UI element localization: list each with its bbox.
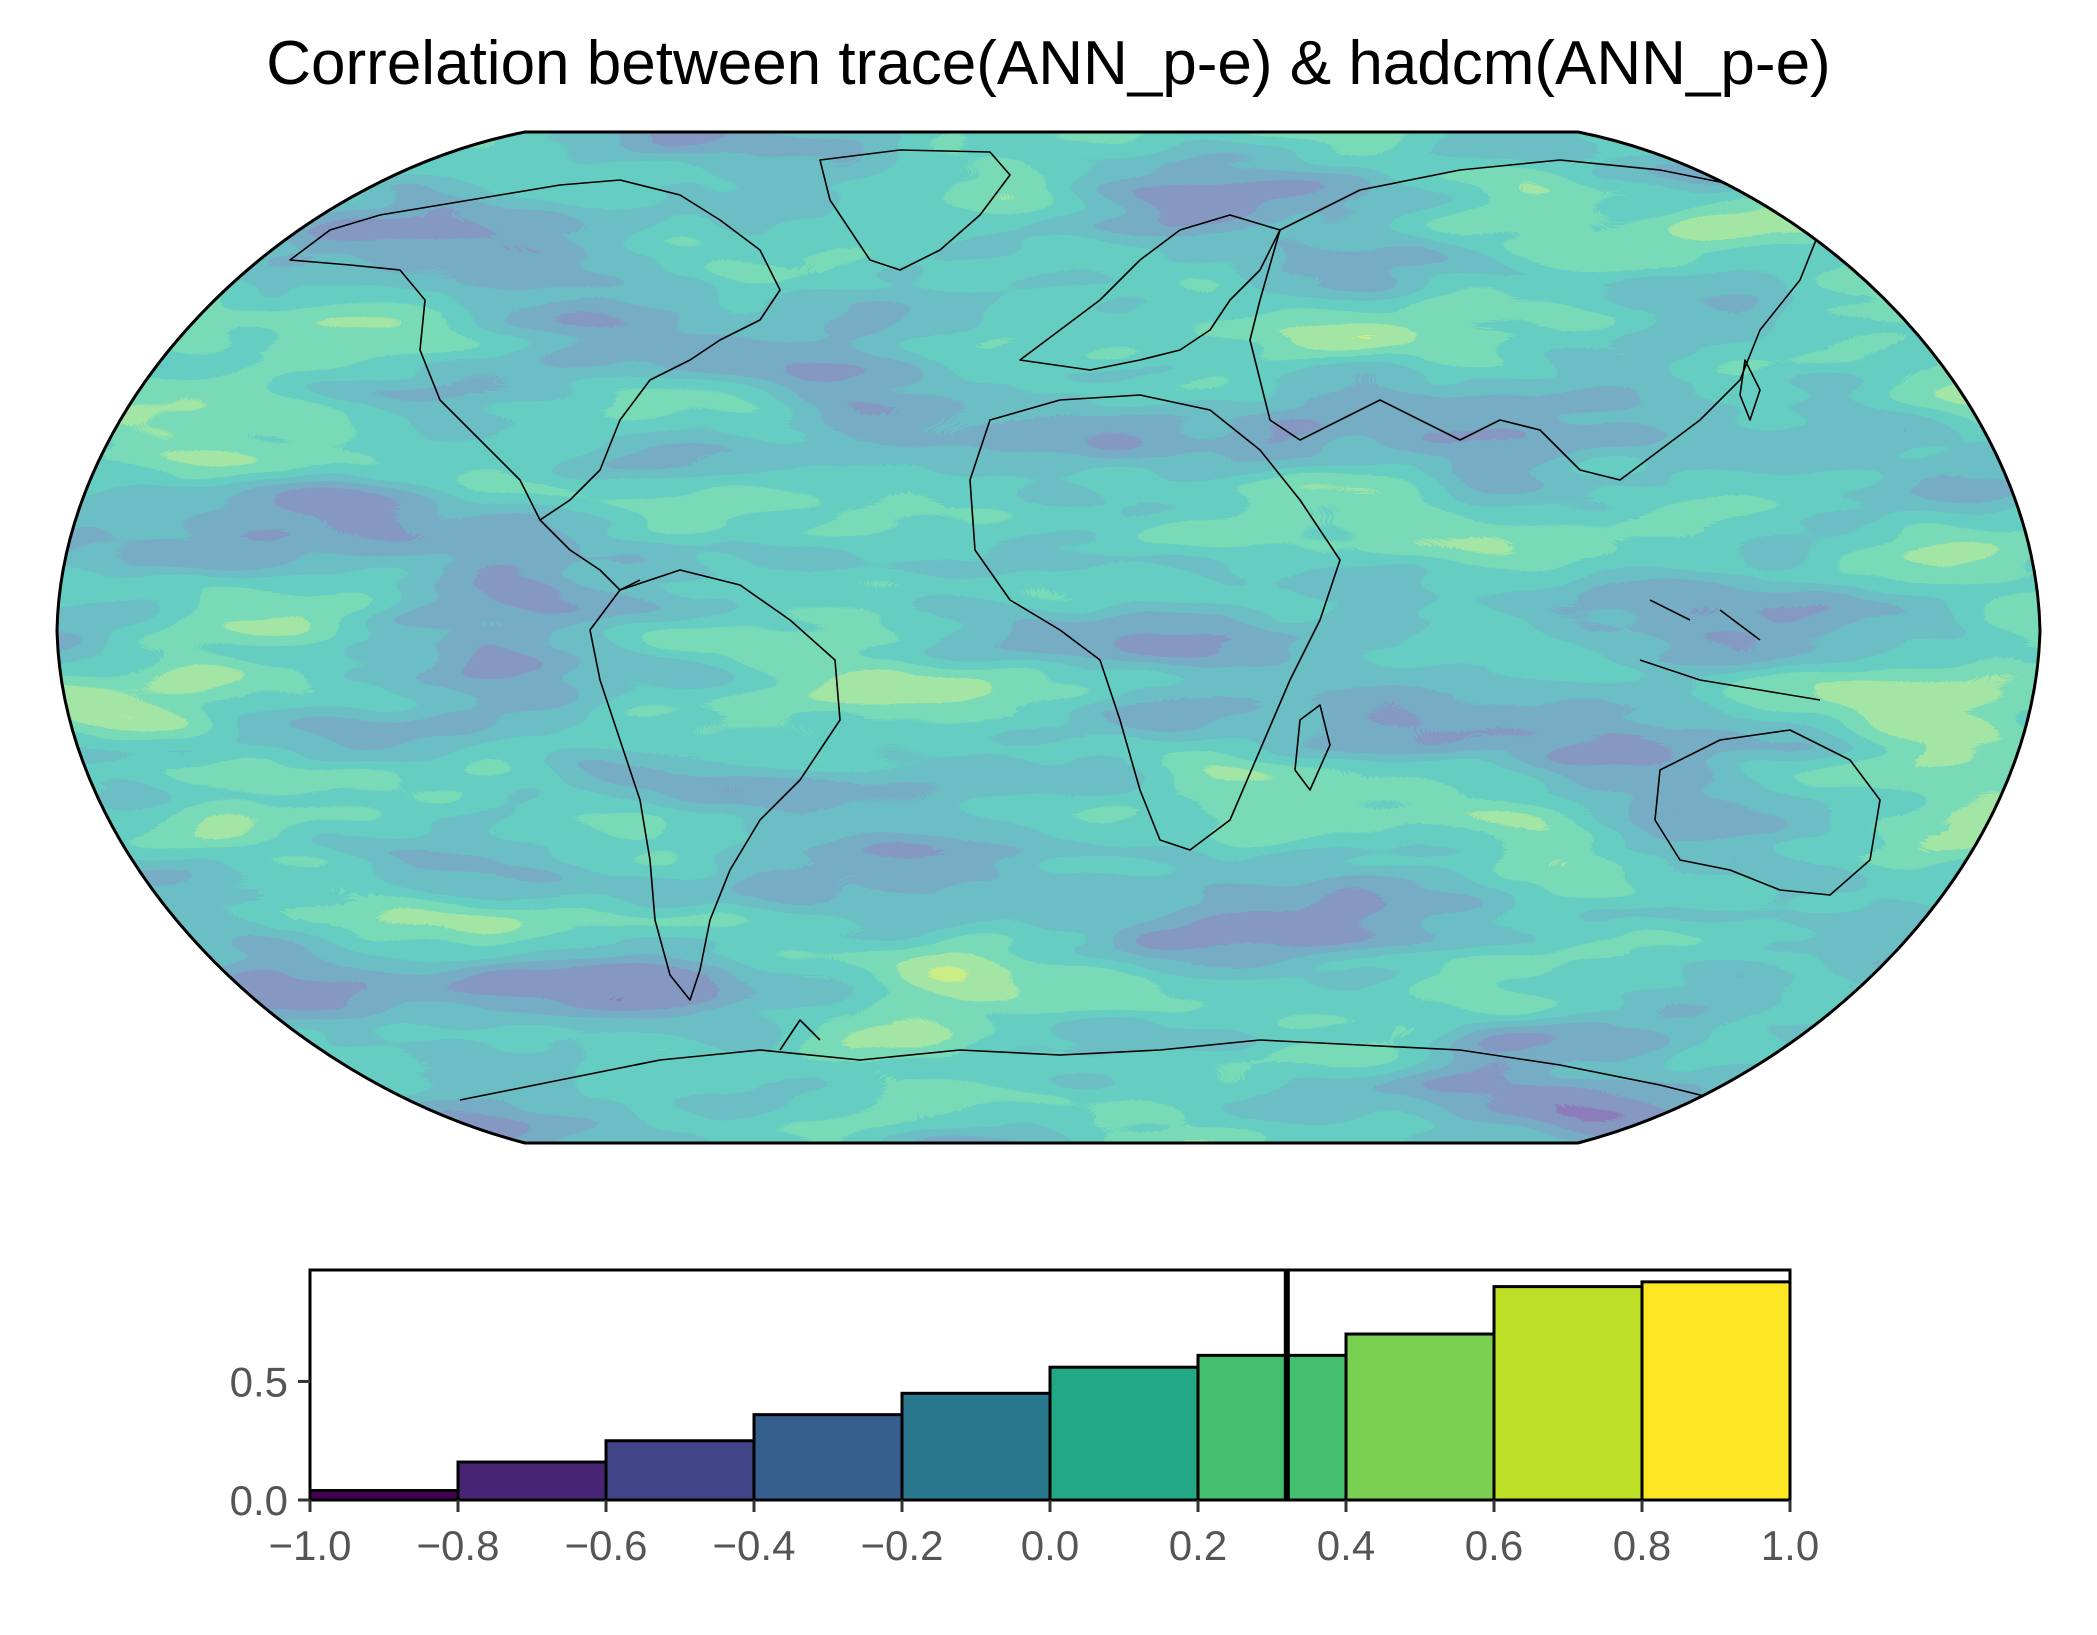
coastline-antarctica [459,1039,1741,1106]
map-field [57,132,2040,1143]
histogram-x-axis: −1.0 −0.8 −0.6 −0.4 −0.2 0.0 0.2 0.4 0.6 0.8 1.0 [269,1500,1819,1569]
x-tick-label: −0.8 [417,1522,500,1569]
coastline-africa [969,394,1341,851]
histogram-bar [456,1460,608,1502]
x-tick-label: 0.6 [1465,1522,1523,1569]
histogram-bar [1640,1280,1792,1502]
histogram-bar [1492,1285,1644,1502]
coastline-south-america [589,569,841,1001]
map-outline [55,130,2042,1145]
coastline-asia [1249,159,1821,481]
coastline-antarctic-peninsula [779,1019,821,1051]
coastline-greenland [819,149,1011,271]
coastline-europe [1019,214,1281,371]
coastline-indonesia [1639,599,1821,701]
coastline-central-america [539,519,641,591]
y-tick-label: 0.5 [230,1358,288,1405]
chart-title: Correlation between trace(ANN_p-e) & had… [266,29,1831,98]
x-tick-label: 1.0 [1761,1522,1819,1569]
coastline-north-america [289,179,781,521]
histogram-bar [1048,1365,1200,1502]
histogram-bar [900,1391,1052,1502]
x-tick-label: 0.8 [1613,1522,1671,1569]
x-tick-label: −0.4 [713,1522,796,1569]
histogram-bar [752,1413,904,1502]
histogram-bar [604,1439,756,1502]
coastlines [289,149,1881,1106]
coastline-australia [1654,729,1881,896]
histogram-bar [1344,1332,1496,1502]
histogram-y-axis: 0.0 0.5 [230,1358,310,1524]
x-tick-label: 0.0 [1021,1522,1079,1569]
coastline-madagascar [1294,704,1331,791]
x-tick-label: −0.2 [861,1522,944,1569]
x-tick-label: −1.0 [269,1522,352,1569]
x-tick-label: −0.6 [565,1522,648,1569]
coastline-japan [1739,359,1761,421]
x-tick-label: 0.2 [1169,1522,1227,1569]
x-tick-label: 0.4 [1317,1522,1375,1569]
histogram-bar [1196,1353,1348,1502]
y-tick-label: 0.0 [230,1477,288,1524]
histogram-bars [308,1280,1792,1502]
